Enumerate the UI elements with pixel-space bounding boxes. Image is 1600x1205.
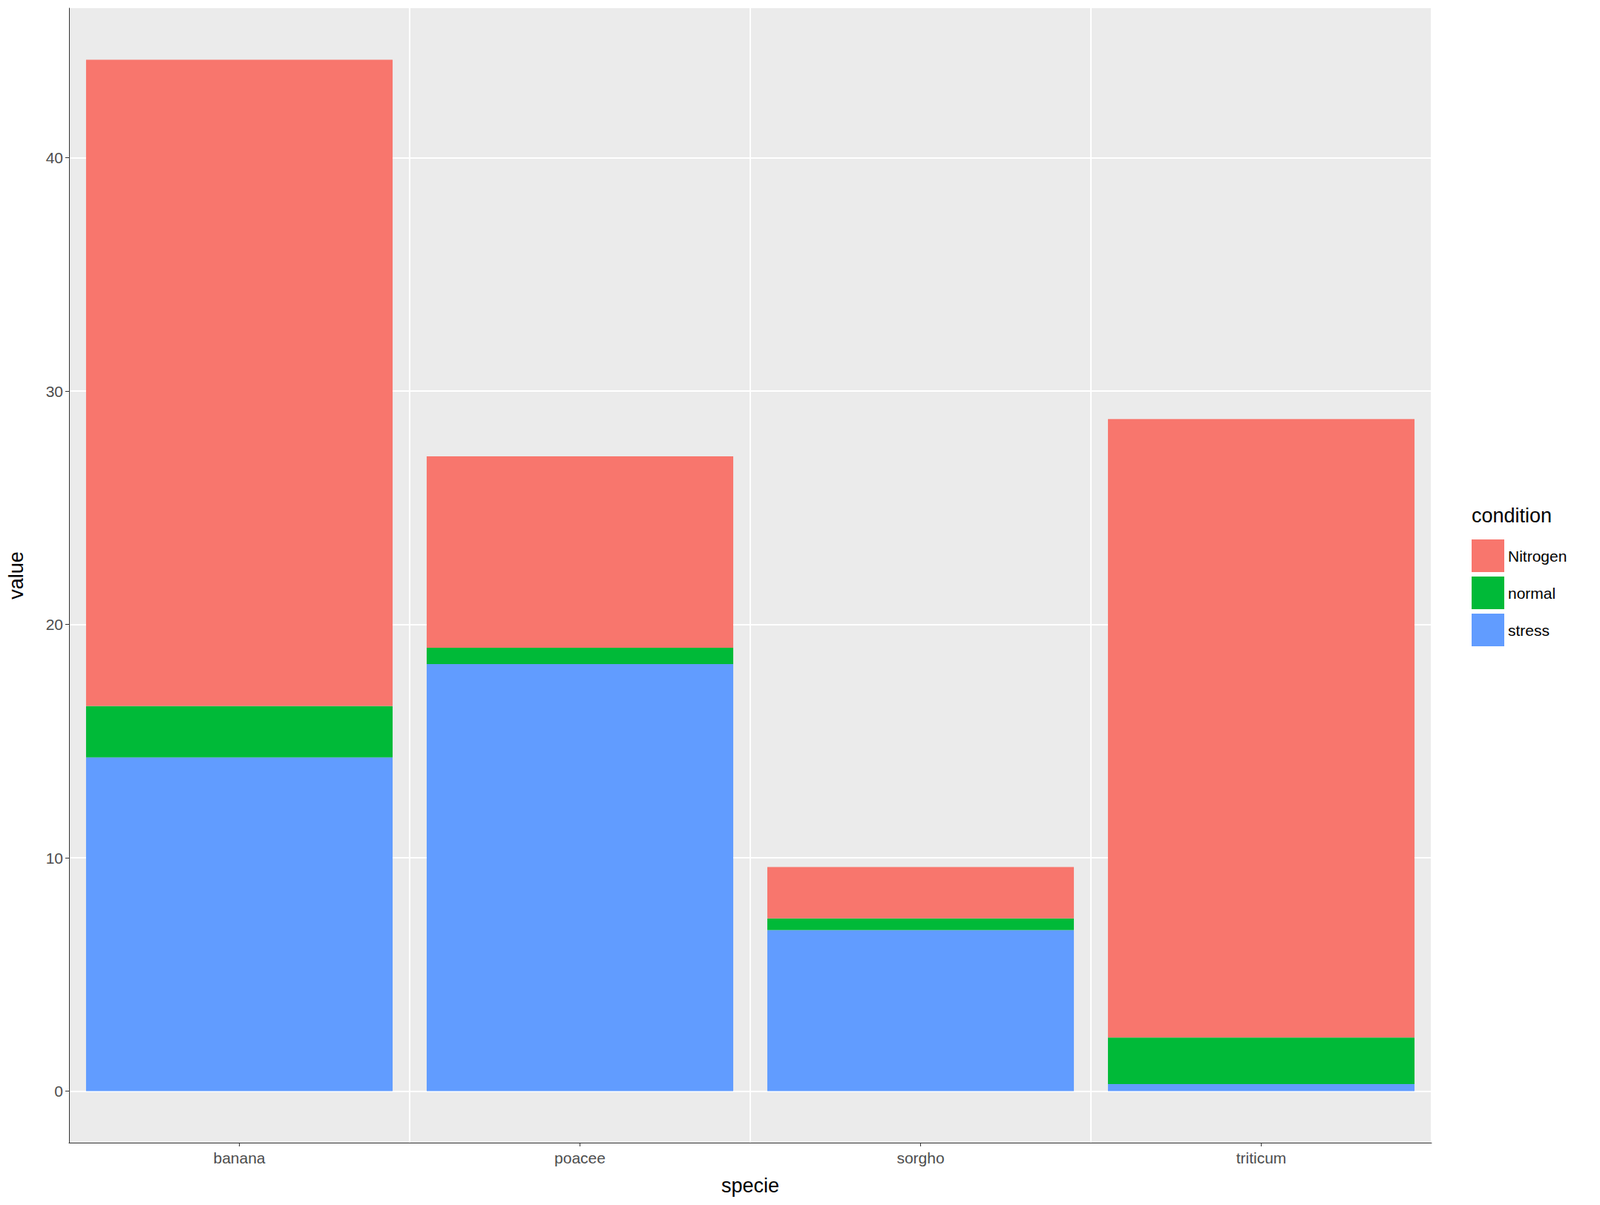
svg-text:30: 30	[46, 382, 64, 400]
svg-text:40: 40	[46, 149, 64, 167]
svg-text:banana: banana	[212, 1149, 265, 1167]
svg-text:triticum: triticum	[1236, 1149, 1287, 1167]
svg-text:sorgho: sorgho	[896, 1149, 944, 1167]
svg-text:10: 10	[46, 849, 64, 867]
svg-text:20: 20	[46, 615, 64, 634]
svg-text:Nitrogen: Nitrogen	[1507, 547, 1567, 565]
svg-text:value: value	[5, 551, 28, 600]
svg-text:0: 0	[54, 1082, 64, 1100]
svg-text:normal: normal	[1507, 584, 1556, 602]
svg-text:poacee: poacee	[554, 1149, 606, 1167]
svg-text:specie: specie	[721, 1174, 780, 1198]
svg-text:stress: stress	[1507, 621, 1550, 639]
svg-text:condition: condition	[1471, 504, 1552, 527]
